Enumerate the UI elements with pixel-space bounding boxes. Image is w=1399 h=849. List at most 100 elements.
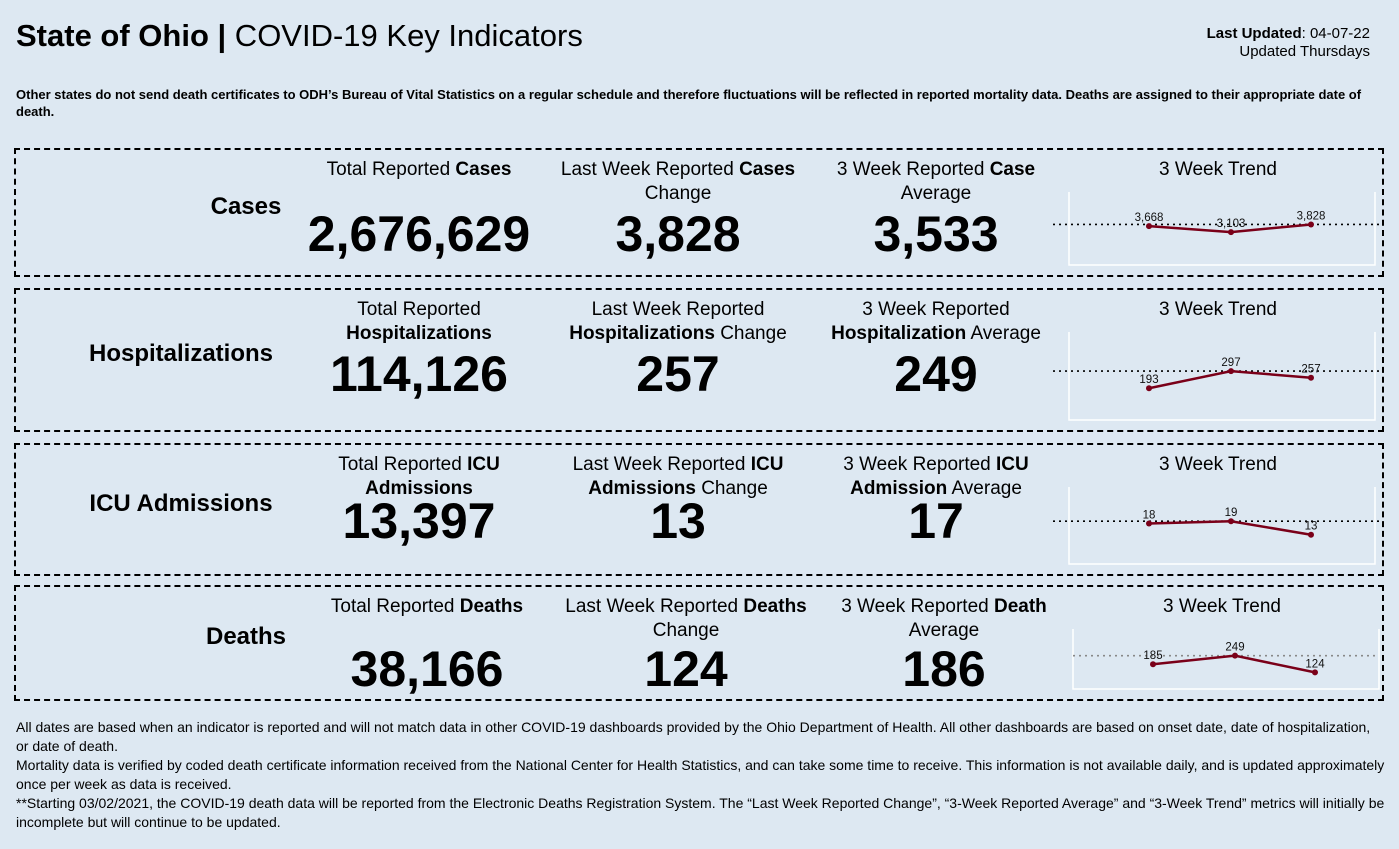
label-text: Total Reported — [357, 299, 481, 320]
metric-value: 124 — [644, 641, 728, 697]
label-text: 3 Week Reported — [843, 454, 997, 475]
trend-title: 3 Week Trend — [1159, 299, 1277, 320]
metric-label: 3 Week Reported Death Average — [814, 595, 1074, 643]
metric-value: 249 — [894, 346, 978, 402]
trend-data-label: 193 — [1139, 374, 1158, 386]
label-text: Last Week Reported — [560, 159, 740, 180]
trend-chart: 3 Week Trend 193 297 257 — [1053, 298, 1383, 424]
trend-data-label: 249 — [1225, 642, 1244, 654]
last-updated: Last Updated: 04-07-22 Updated Thursdays — [1207, 25, 1370, 61]
trend-point — [1308, 531, 1314, 538]
metric-average: 3 Week Reported Case Average 3,533 — [806, 158, 1066, 262]
metric-value: 257 — [636, 346, 720, 402]
label-text: Change — [714, 323, 787, 344]
last-updated-label: Last Updated — [1206, 25, 1302, 42]
label-bold: Deaths — [459, 596, 524, 617]
metric-change: Last Week Reported Cases Change 3,828 — [548, 158, 808, 262]
metric-label: 3 Week Reported ICU Admission Average — [806, 453, 1066, 501]
label-bold: ICU Admissions — [365, 454, 500, 499]
trend-point — [1228, 518, 1234, 525]
trend-data-label: 124 — [1305, 658, 1325, 670]
last-updated-value: : 04-07-22 — [1301, 25, 1370, 42]
metric-value: 3,828 — [615, 206, 741, 262]
metric-value: 38,166 — [350, 641, 504, 697]
trend-point — [1146, 520, 1152, 527]
label-bold: ICU Admissions — [588, 454, 784, 499]
metric-label: 3 Week Reported Hospitalization Average — [806, 298, 1066, 346]
trend-data-label: 3,828 — [1297, 210, 1326, 222]
chart-frame — [1072, 629, 1380, 690]
metric-change: Last Week Reported Hospitalizations Chan… — [548, 298, 808, 402]
label-bold: Case — [989, 159, 1036, 180]
trend-title: 3 Week Trend — [1163, 596, 1281, 617]
label-text: Change — [652, 620, 720, 641]
metric-label: Total Reported Deaths — [297, 595, 557, 643]
trend-data-label: 13 — [1305, 521, 1318, 533]
label-bold: Cases — [455, 159, 512, 180]
label-bold: Deaths — [743, 596, 807, 617]
label-text: Total Reported — [338, 454, 468, 475]
trend-svg: 193 297 257 — [1053, 332, 1381, 421]
trend-point — [1228, 368, 1234, 375]
trend-data-label: 18 — [1143, 509, 1156, 521]
panel-label: Deaths — [205, 623, 287, 650]
metric-total: Total Reported Hospitalizations 114,126 — [289, 298, 549, 402]
panel-label: Cases — [210, 192, 282, 220]
label-bold: ICU Admission — [850, 454, 1029, 499]
trend-point — [1146, 223, 1152, 230]
label-text: Average — [908, 620, 980, 641]
chart-frame — [1068, 192, 1376, 266]
label-text: Average — [900, 183, 972, 204]
trend-data-label: 297 — [1221, 357, 1240, 369]
panel-icu-admissions: ICU Admissions Total Reported ICU Admiss… — [14, 443, 1384, 576]
trend-svg: 18 19 13 — [1053, 487, 1381, 565]
label-text: Last Week Reported — [565, 596, 744, 617]
metric-total: Total Reported Cases 2,676,629 — [289, 158, 549, 262]
trend-point — [1312, 669, 1318, 676]
trend-point — [1232, 652, 1238, 659]
trend-svg: 185 249 124 — [1072, 629, 1380, 690]
trend-data-label: 257 — [1301, 364, 1320, 376]
metric-total: Total Reported ICU Admissions 13,397 — [289, 453, 549, 549]
metric-label: Total Reported Cases — [289, 158, 549, 206]
label-text: Last Week Reported — [572, 454, 751, 475]
metric-change: Last Week Reported ICU Admissions Change… — [548, 453, 808, 549]
panel-deaths: Deaths Total Reported Deaths 38,166 Last… — [14, 585, 1384, 701]
metric-total: Total Reported Deaths 38,166 — [297, 595, 557, 697]
label-text: Average — [966, 323, 1041, 344]
metric-label: Last Week Reported Cases Change — [548, 158, 808, 206]
trend-point — [1146, 385, 1152, 392]
panel-hospitalizations: Hospitalizations Total Reported Hospital… — [14, 288, 1384, 432]
trend-title: 3 Week Trend — [1159, 454, 1277, 475]
metric-label: Total Reported Hospitalizations — [289, 298, 549, 346]
metric-value: 3,533 — [873, 206, 999, 262]
trend-chart: 3 Week Trend 3,668 3,103 3,828 — [1053, 158, 1383, 269]
trend-chart: 3 Week Trend 185 249 124 — [1057, 595, 1387, 693]
metric-label: Total Reported ICU Admissions — [289, 453, 549, 501]
footer-notes: All dates are based when an indicator is… — [16, 718, 1386, 832]
metric-value: 17 — [908, 493, 964, 549]
chart-frame — [1068, 332, 1376, 421]
panel-cases: Cases Total Reported Cases 2,676,629 Las… — [14, 148, 1384, 277]
title-rest: COVID-19 Key Indicators — [226, 18, 583, 53]
metric-label: Last Week Reported Deaths Change — [556, 595, 816, 643]
metric-value: 186 — [902, 641, 986, 697]
metric-average: 3 Week Reported Death Average 186 — [814, 595, 1074, 697]
page-title: State of Ohio | COVID-19 Key Indicators — [16, 18, 583, 54]
label-text: Last Week Reported — [591, 299, 765, 320]
label-text: Change — [644, 183, 712, 204]
label-bold: Hospitalizations — [569, 323, 715, 344]
label-text: 3 Week Reported — [836, 159, 990, 180]
trend-svg: 3,668 3,103 3,828 — [1053, 192, 1381, 266]
trend-data-label: 185 — [1143, 650, 1162, 662]
title-bold: State of Ohio | — [16, 18, 227, 53]
label-bold: Cases — [739, 159, 796, 180]
label-text: Total Reported — [326, 159, 456, 180]
metric-change: Last Week Reported Deaths Change 124 — [556, 595, 816, 697]
metric-value: 114,126 — [330, 346, 508, 402]
label-bold: Hospitalizations — [346, 323, 492, 344]
trend-chart: 3 Week Trend 18 19 13 — [1053, 453, 1383, 568]
metric-label: Last Week Reported Hospitalizations Chan… — [548, 298, 808, 346]
label-text: 3 Week Reported — [862, 299, 1010, 320]
